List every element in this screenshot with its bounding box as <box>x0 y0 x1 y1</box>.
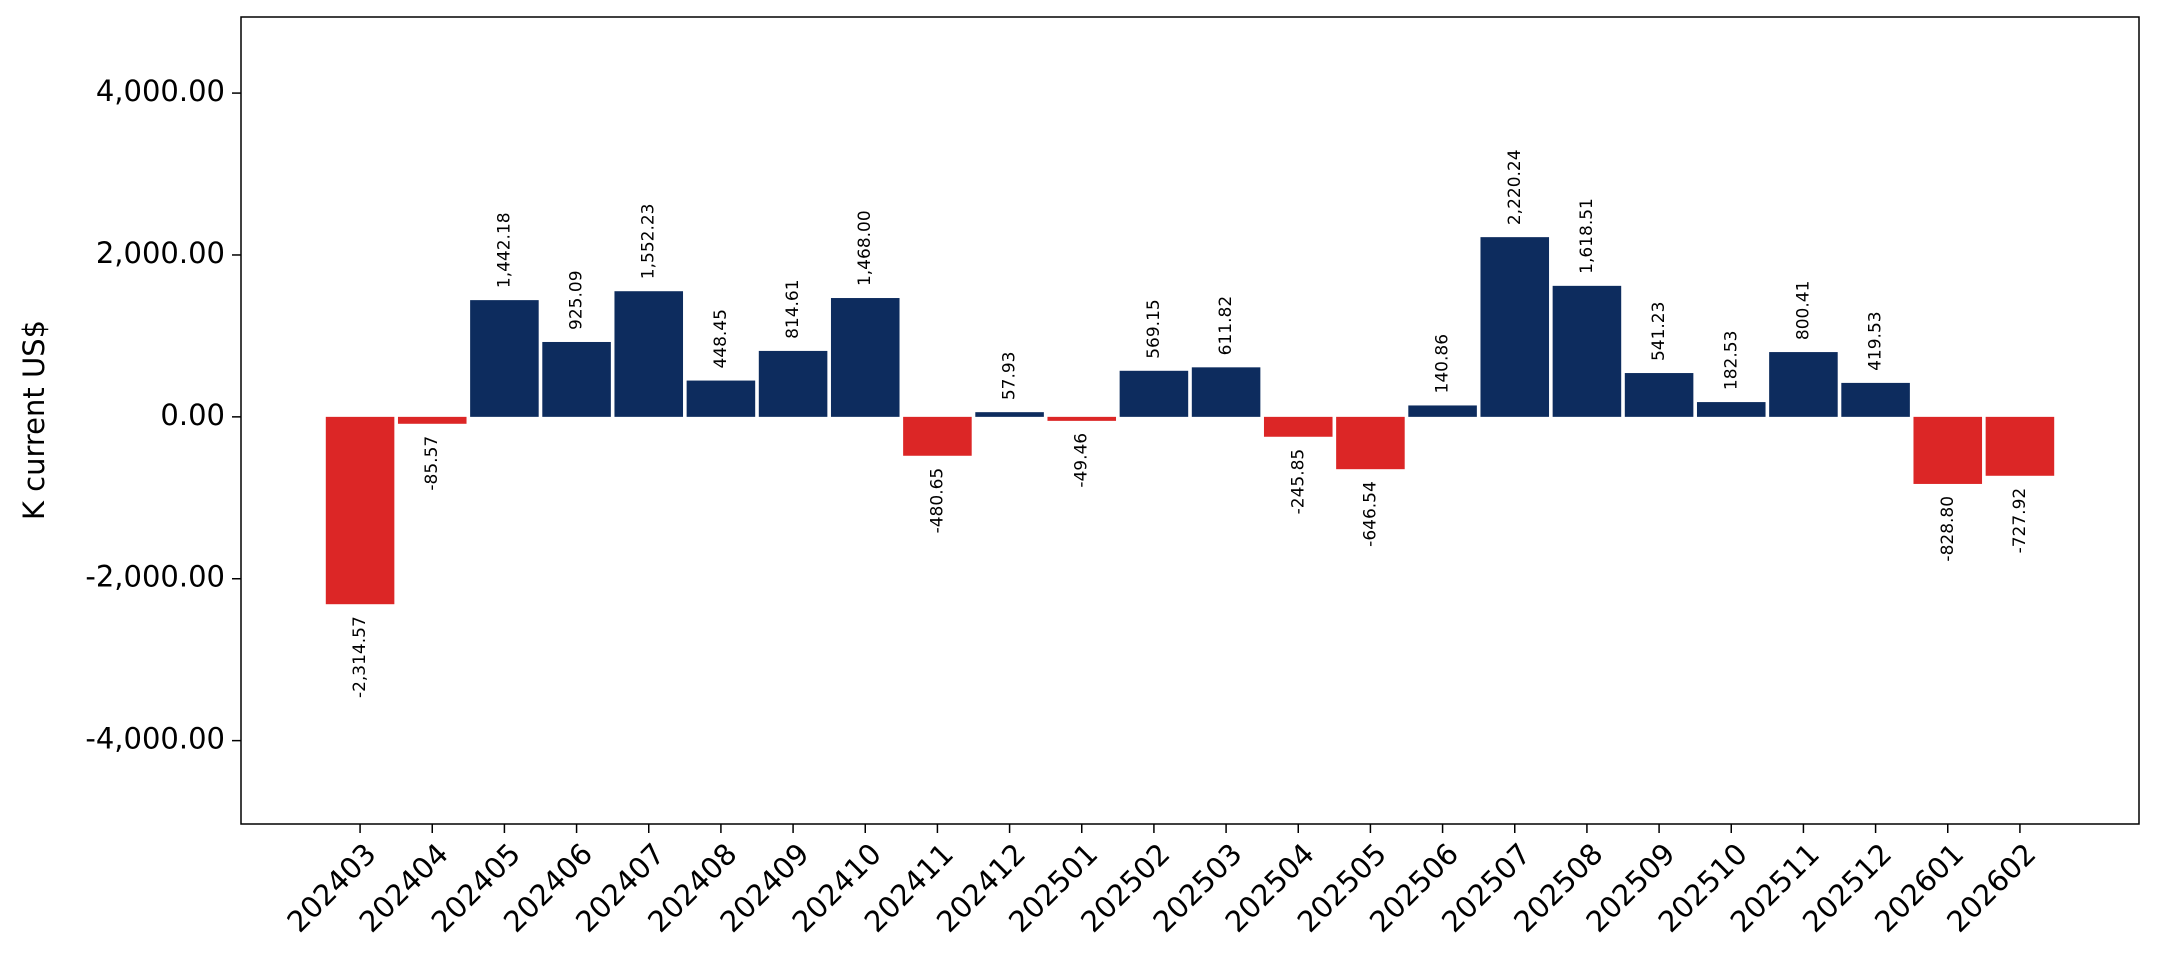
value-label: -85.57 <box>422 436 442 491</box>
y-axis-label: K current US$ <box>17 320 51 520</box>
value-label: 448.45 <box>711 309 731 368</box>
bar <box>1047 416 1117 421</box>
bar <box>1263 416 1333 437</box>
value-label: 57.93 <box>1000 351 1020 400</box>
value-label: 1,618.51 <box>1577 198 1597 274</box>
value-label: 541.23 <box>1649 302 1669 361</box>
value-label: -245.85 <box>1288 449 1308 515</box>
value-label: -646.54 <box>1360 481 1380 547</box>
value-label: 1,552.23 <box>639 204 659 280</box>
value-label: 140.86 <box>1433 334 1453 393</box>
value-label: 569.15 <box>1144 299 1164 358</box>
bar <box>1841 382 1910 417</box>
bar <box>1552 285 1622 417</box>
bar <box>614 291 684 417</box>
value-label: -49.46 <box>1072 433 1092 488</box>
bar <box>1913 416 1983 484</box>
value-label: 800.41 <box>1793 281 1813 340</box>
bar <box>470 300 539 417</box>
plot-frame <box>240 16 2140 825</box>
bar <box>1191 367 1261 417</box>
bar <box>1624 373 1694 417</box>
bar <box>1480 237 1550 417</box>
bar <box>1696 402 1766 417</box>
bar <box>397 416 467 424</box>
bar <box>542 341 611 417</box>
value-label: 814.61 <box>783 279 803 338</box>
bar <box>1985 416 2055 476</box>
y-tick-label: 2,000.00 <box>96 236 225 270</box>
bar <box>1769 352 1838 417</box>
value-label: 1,468.00 <box>855 210 875 286</box>
bar <box>686 380 756 417</box>
bar <box>903 416 972 456</box>
value-label: 1,442.18 <box>494 212 514 288</box>
value-label: 419.53 <box>1866 311 1886 370</box>
bar <box>758 350 828 417</box>
bar <box>325 416 395 605</box>
value-label: -480.65 <box>927 468 947 534</box>
value-label: -828.80 <box>1938 496 1958 562</box>
value-label: 2,220.24 <box>1505 149 1525 225</box>
y-tick-label: 0.00 <box>160 398 225 432</box>
value-label: 182.53 <box>1721 331 1741 390</box>
value-label: 925.09 <box>567 270 587 329</box>
value-label: 611.82 <box>1216 296 1236 355</box>
bar <box>975 412 1044 417</box>
bar <box>1408 405 1477 417</box>
bar <box>1336 416 1405 470</box>
y-tick-label: -4,000.00 <box>85 722 225 756</box>
value-label: -2,314.57 <box>350 616 370 698</box>
value-label: -727.92 <box>2010 488 2030 554</box>
bar <box>830 298 900 417</box>
y-tick-label: 4,000.00 <box>96 74 225 108</box>
y-tick-label: -2,000.00 <box>85 560 225 594</box>
bar <box>1119 370 1189 417</box>
